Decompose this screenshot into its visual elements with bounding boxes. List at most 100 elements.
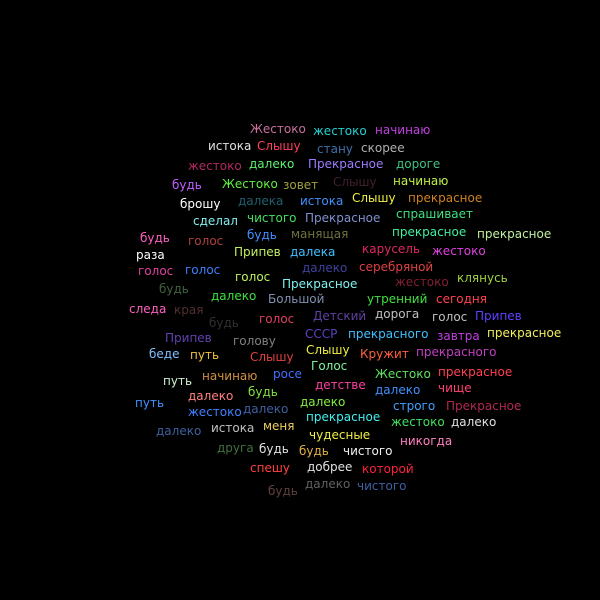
word: будь — [248, 385, 278, 399]
word: будь — [209, 316, 239, 330]
word: чище — [438, 381, 472, 395]
word: Кружит — [360, 347, 409, 361]
word: Прекрасное — [308, 157, 384, 171]
word: края — [174, 303, 204, 317]
word: Детский — [313, 309, 367, 323]
word: жестоко — [188, 159, 242, 173]
word: жестоко — [432, 244, 486, 258]
word: чистого — [357, 479, 407, 493]
word: Припев — [475, 309, 522, 323]
word: сегодня — [436, 292, 487, 306]
word: голос — [138, 264, 174, 278]
word: жестоко — [395, 275, 449, 289]
word: дороге — [396, 157, 441, 171]
word: прекрасное — [477, 227, 552, 241]
word: зовет — [283, 178, 319, 192]
word: далеко — [300, 395, 346, 409]
word: далека — [290, 245, 336, 259]
word: спрашивает — [396, 207, 473, 221]
word: далеко — [188, 389, 234, 403]
word: будь — [172, 178, 202, 192]
word: будь — [268, 484, 298, 498]
word: голос — [235, 270, 271, 284]
word: истока — [211, 421, 255, 435]
word: далеко — [302, 261, 348, 275]
word: будь — [159, 282, 189, 296]
word: Слышу — [257, 139, 301, 153]
word: Припев — [165, 331, 212, 345]
word: прекрасного — [348, 327, 429, 341]
word: будь — [140, 231, 170, 245]
word: завтра — [437, 329, 480, 343]
word: Слышу — [333, 175, 377, 189]
word: серебряной — [359, 260, 434, 274]
word: Прекрасное — [446, 399, 522, 413]
word: прекрасное — [438, 365, 513, 379]
word: сделал — [193, 214, 238, 228]
word: голову — [233, 334, 276, 348]
word: прекрасное — [392, 225, 467, 239]
word: истока — [300, 194, 344, 208]
word: брошу — [180, 197, 221, 211]
word: СССР — [305, 327, 338, 341]
word: будь — [247, 228, 277, 242]
word: детстве — [315, 378, 366, 392]
word: голос — [185, 263, 221, 277]
word: Жестоко — [222, 177, 278, 191]
word: Большой — [268, 292, 325, 306]
word: дорога — [375, 307, 420, 321]
word: Голос — [311, 359, 348, 373]
word: далеко — [305, 477, 351, 491]
word: чистого — [247, 211, 297, 225]
word: начинаю — [393, 174, 449, 188]
word: будь — [299, 444, 329, 458]
word: голос — [259, 312, 295, 326]
word: Слышу — [250, 350, 294, 364]
word: далеко — [156, 424, 202, 438]
word: путь — [190, 348, 220, 362]
word: путь — [135, 396, 165, 410]
word: друга — [217, 441, 254, 455]
word: следа — [129, 302, 167, 316]
word: Припев — [234, 245, 281, 259]
word: жестоко — [391, 415, 445, 429]
word: Жестоко — [375, 367, 431, 381]
word: утренний — [367, 292, 428, 306]
word: начинаю — [375, 123, 431, 137]
word: жестоко — [313, 124, 367, 138]
word: Жестоко — [250, 122, 306, 136]
word: беде — [149, 347, 180, 361]
word: добрее — [307, 460, 353, 474]
word: клянусь — [457, 271, 508, 285]
word: спешу — [250, 461, 290, 475]
word: чудесные — [309, 428, 371, 442]
word: далеко — [375, 383, 421, 397]
word: начинаю — [202, 369, 258, 383]
word: которой — [362, 462, 414, 476]
word: голос — [432, 310, 468, 324]
word: далеко — [451, 415, 497, 429]
word: Слышу — [352, 191, 396, 205]
word: росе — [273, 367, 302, 381]
word: истока — [208, 139, 252, 153]
word: Слышу — [306, 343, 350, 357]
word: далеко — [249, 157, 295, 171]
word: жестоко — [188, 405, 242, 419]
word: голос — [188, 234, 224, 248]
word: никогда — [400, 434, 453, 448]
word: прекрасное — [408, 191, 483, 205]
word: скорее — [361, 141, 405, 155]
word: далека — [238, 194, 284, 208]
word: Прекрасное — [305, 211, 381, 225]
word: строго — [393, 399, 436, 413]
word: раза — [136, 248, 165, 262]
word: манящая — [291, 227, 349, 241]
word: меня — [263, 419, 295, 433]
word: путь — [163, 374, 193, 388]
word: карусель — [362, 242, 421, 256]
word: Прекрасное — [282, 277, 358, 291]
word: будь — [259, 442, 289, 456]
word: чистого — [343, 444, 393, 458]
word: прекрасное — [487, 326, 562, 340]
